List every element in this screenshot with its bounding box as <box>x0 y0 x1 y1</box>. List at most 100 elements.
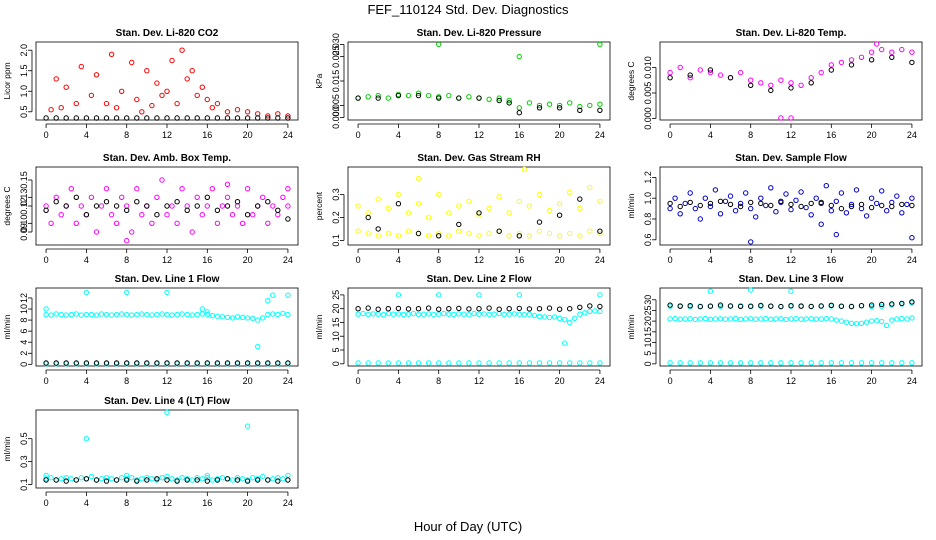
data-point <box>103 311 110 318</box>
data-point <box>375 95 381 101</box>
data-point <box>567 189 573 195</box>
y-axis-label: ml/min <box>626 314 636 339</box>
x-tick-label: 4 <box>396 130 401 140</box>
data-point <box>265 298 271 304</box>
data-point <box>385 205 391 212</box>
data-point <box>98 476 105 482</box>
data-point <box>848 203 855 210</box>
data-point <box>732 315 739 322</box>
data-point <box>395 360 402 366</box>
data-point <box>360 310 366 317</box>
x-tick-label: 24 <box>283 498 293 508</box>
data-point <box>707 203 714 210</box>
data-point <box>395 292 402 298</box>
x-tick-label: 12 <box>474 255 484 265</box>
data-point <box>597 198 603 205</box>
data-point <box>702 195 708 201</box>
x-tick-label: 0 <box>44 255 49 265</box>
data-point <box>224 181 231 188</box>
data-point <box>164 289 170 296</box>
data-point <box>260 194 266 201</box>
data-point <box>204 309 211 315</box>
data-point <box>280 310 286 317</box>
x-tick-label: 4 <box>708 376 713 386</box>
series-3 <box>707 287 794 294</box>
data-point <box>144 475 150 481</box>
data-point <box>456 228 462 234</box>
panel-title: Stan. Dev. Li-820 CO2 <box>116 28 219 39</box>
data-point <box>395 311 402 317</box>
data-point <box>667 75 673 81</box>
data-point <box>496 97 502 104</box>
data-point <box>108 312 115 318</box>
data-point <box>113 360 120 366</box>
data-point <box>98 311 105 317</box>
data-point <box>124 311 130 318</box>
y-tick-label: 1.5 <box>19 64 29 77</box>
data-point <box>567 319 573 326</box>
data-point <box>209 313 216 319</box>
series-1 <box>667 315 915 329</box>
data-point <box>415 90 422 96</box>
data-point <box>43 477 49 483</box>
y-tick-label: 0.005 <box>331 94 341 117</box>
data-point <box>889 317 895 323</box>
data-point <box>119 311 125 317</box>
data-point <box>375 360 381 366</box>
x-tick-label: 0 <box>668 255 673 265</box>
data-point <box>556 212 563 218</box>
data-point <box>717 360 724 366</box>
panel-title: Stan. Dev. Li-820 Pressure <box>417 28 542 39</box>
data-point <box>697 316 703 322</box>
data-point <box>184 207 190 214</box>
data-point <box>516 233 522 239</box>
data-point <box>909 195 915 201</box>
plot-area <box>659 287 923 367</box>
data-point <box>164 212 170 218</box>
x-tick-label: 4 <box>396 376 401 386</box>
data-point <box>415 201 422 207</box>
data-point <box>78 475 85 481</box>
data-point <box>597 228 603 234</box>
data-point <box>204 194 211 201</box>
data-point <box>496 360 502 366</box>
data-point <box>486 96 492 103</box>
data-point <box>526 100 533 106</box>
data-point <box>129 59 135 66</box>
data-point <box>743 190 749 196</box>
data-point <box>390 311 396 317</box>
data-point <box>889 54 895 60</box>
y-tick-label: 1.0 <box>19 85 29 98</box>
x-tick-label: 8 <box>748 255 753 265</box>
data-point <box>536 219 543 225</box>
data-point <box>194 360 200 366</box>
x-tick-label: 0 <box>668 376 673 386</box>
data-point <box>587 360 593 366</box>
data-point <box>370 311 376 317</box>
y-tick-label: 12 <box>19 293 29 303</box>
data-point <box>798 303 804 309</box>
x-tick-label: 24 <box>283 376 293 386</box>
data-point <box>124 238 130 244</box>
data-point <box>365 311 371 318</box>
data-point <box>773 316 779 322</box>
data-point <box>179 47 185 53</box>
data-point <box>144 203 150 209</box>
data-point <box>597 41 603 48</box>
data-point <box>275 311 281 318</box>
data-point <box>234 314 241 320</box>
data-point <box>395 233 402 239</box>
data-point <box>174 100 180 107</box>
data-point <box>68 186 75 192</box>
data-point <box>838 190 845 196</box>
data-point <box>808 200 814 207</box>
data-point <box>405 306 412 312</box>
data-point <box>275 207 281 214</box>
data-point <box>788 201 794 208</box>
data-point <box>144 477 150 483</box>
data-point <box>874 41 880 47</box>
data-point <box>471 310 477 317</box>
data-point <box>73 311 80 317</box>
data-point <box>224 360 231 366</box>
